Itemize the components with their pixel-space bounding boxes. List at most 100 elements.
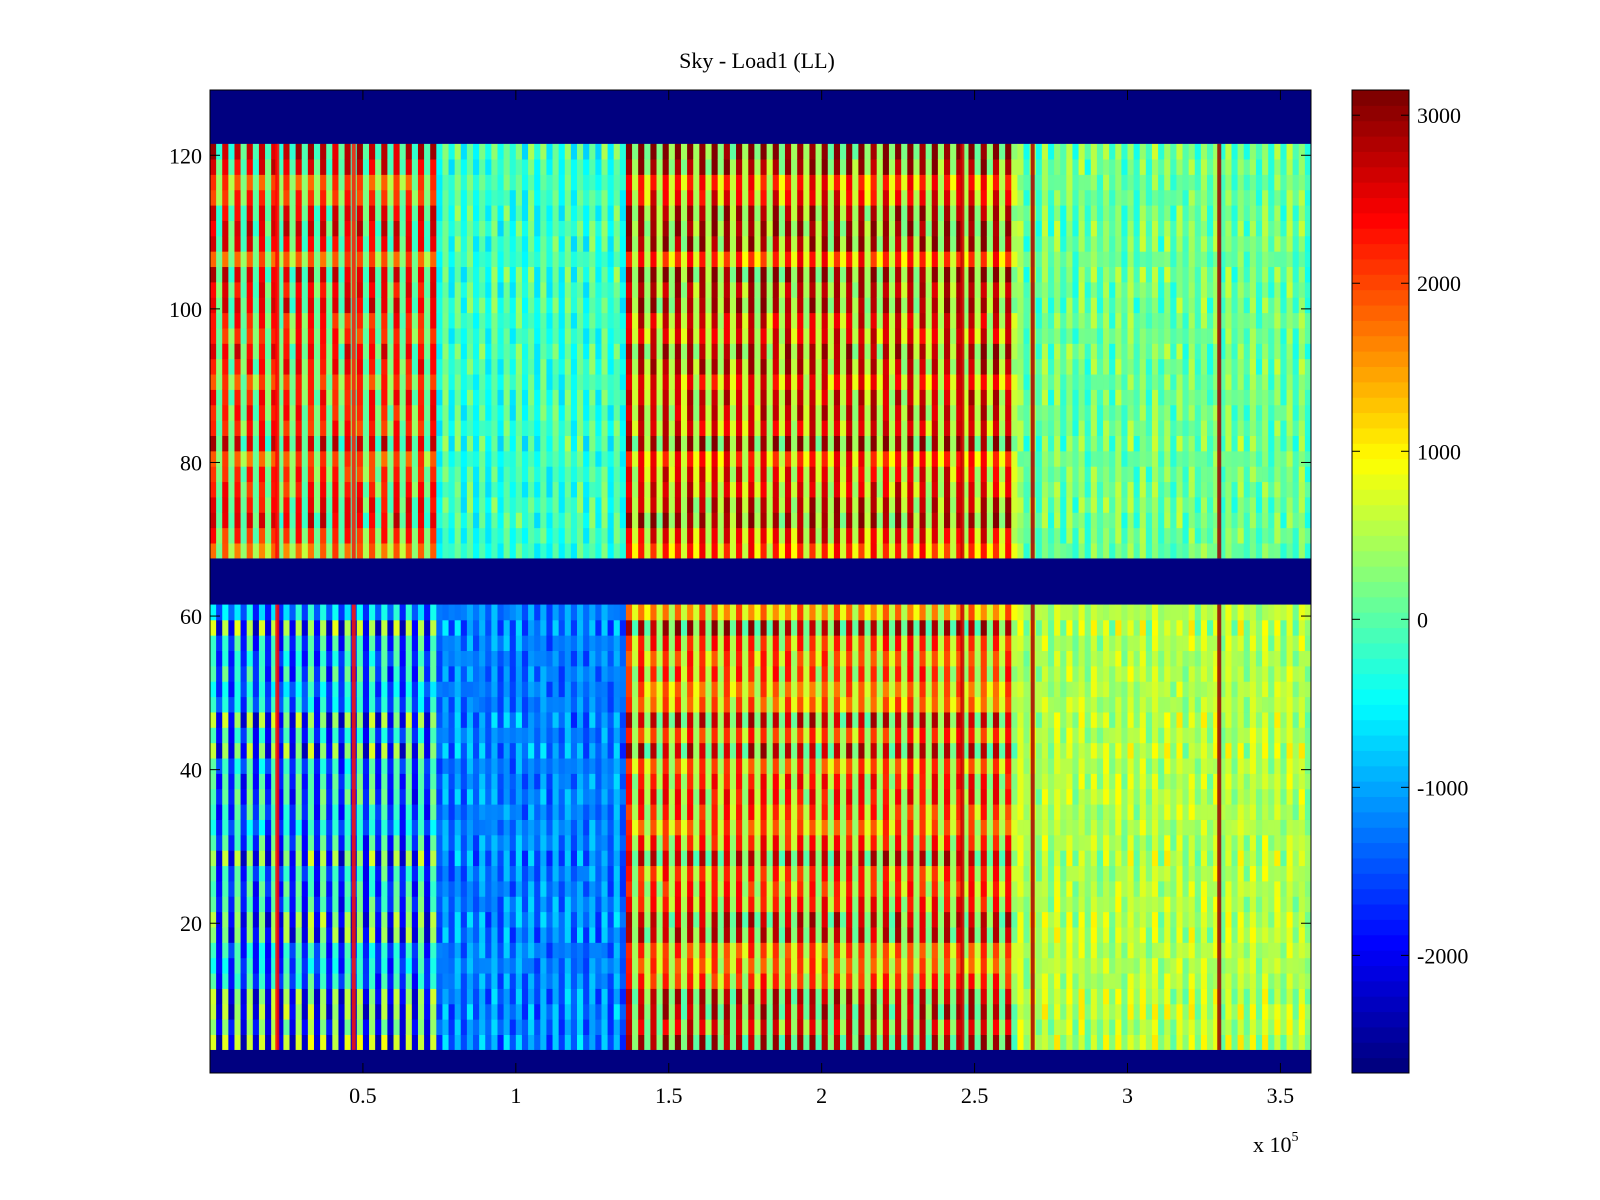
heatmap-cell [644, 619, 651, 636]
heatmap-cell [307, 1003, 315, 1020]
heatmap-cell [564, 665, 572, 682]
heatmap-cell [1237, 973, 1245, 989]
heatmap-cell [387, 896, 394, 913]
heatmap-cell [748, 619, 755, 636]
heatmap-cell [313, 619, 321, 636]
heatmap-cell [466, 773, 474, 790]
heatmap-cell [1182, 619, 1190, 636]
heatmap-cell [1041, 742, 1049, 759]
heatmap-cell [705, 712, 712, 728]
heatmap-cell [497, 988, 504, 1005]
heatmap-cell [289, 942, 297, 959]
heatmap-cell [399, 1019, 407, 1035]
heatmap-cell [797, 881, 804, 897]
heatmap-cell [1194, 650, 1202, 667]
heatmap-cell [1145, 788, 1153, 805]
heatmap-cell [411, 988, 419, 1005]
heatmap-cell [271, 957, 278, 974]
heatmap-cell [693, 942, 700, 959]
heatmap-cell [619, 604, 627, 621]
heatmap-cell [479, 819, 486, 836]
heatmap-cell [497, 804, 504, 820]
heatmap-cell [803, 927, 810, 943]
heatmap-cell [1035, 819, 1043, 836]
heatmap-cell [240, 819, 248, 836]
heatmap-cell [907, 834, 914, 851]
heatmap-cell [619, 819, 627, 836]
heatmap-cell [1109, 927, 1116, 943]
heatmap-cell [583, 1003, 590, 1020]
heatmap-cell [803, 788, 810, 805]
heatmap-cell [613, 635, 621, 652]
heatmap-cell [662, 665, 670, 682]
heatmap-cell [1084, 911, 1092, 928]
heatmap-cell [289, 957, 297, 974]
heatmap-cell [1115, 804, 1122, 820]
heatmap-cell [497, 973, 504, 989]
heatmap-cell [485, 788, 492, 805]
heatmap-cell [1090, 896, 1098, 913]
heatmap-cell [1207, 758, 1214, 774]
heatmap-cell [277, 834, 284, 851]
heatmap-cell [729, 1019, 737, 1035]
heatmap-cell [1176, 850, 1183, 867]
heatmap-cell [313, 957, 321, 974]
heatmap-cell [986, 927, 994, 943]
heatmap-cell [937, 681, 945, 698]
heatmap-cell [265, 742, 272, 759]
heatmap-cell [1219, 727, 1226, 744]
heatmap-cell [1127, 911, 1135, 928]
heatmap-cell [338, 604, 345, 621]
heatmap-cell [925, 1019, 933, 1035]
heatmap-cell [564, 1019, 572, 1035]
heatmap-cell [240, 681, 248, 698]
heatmap-cell [876, 681, 884, 698]
heatmap-cell [1047, 911, 1055, 928]
heatmap-cell [944, 865, 951, 882]
heatmap-cell [846, 773, 853, 790]
heatmap-cell [381, 681, 388, 698]
heatmap-cell [778, 696, 786, 713]
heatmap-cell [1066, 742, 1073, 759]
heatmap-cell [265, 973, 272, 989]
heatmap-cell [271, 650, 278, 667]
heatmap-cell [699, 865, 706, 882]
heatmap-cell [1164, 696, 1171, 713]
heatmap-cell [289, 927, 297, 943]
heatmap-cell [619, 773, 627, 790]
heatmap-cell [534, 927, 541, 943]
heatmap-cell [778, 804, 786, 820]
heatmap-cell [980, 681, 988, 698]
heatmap-cell [895, 712, 902, 728]
heatmap-cell [815, 988, 823, 1005]
heatmap-cell [332, 788, 339, 805]
heatmap-cell [809, 850, 816, 867]
heatmap-cell [1207, 927, 1214, 943]
heatmap-cell [668, 773, 676, 790]
heatmap-cell [901, 727, 908, 744]
heatmap-cell [632, 881, 639, 897]
heatmap-cell [589, 973, 596, 989]
heatmap-cell [833, 604, 841, 621]
heatmap-cell [1207, 773, 1214, 790]
heatmap-cell [644, 819, 651, 836]
heatmap-cell [393, 988, 401, 1005]
heatmap-cell [546, 911, 553, 928]
heatmap-cell [809, 665, 816, 682]
heatmap-cell [827, 973, 835, 989]
heatmap-cell [748, 850, 755, 867]
heatmap-cell [216, 1019, 223, 1035]
heatmap-cell [1011, 973, 1018, 989]
heatmap-cell [711, 973, 719, 989]
heatmap-cell [913, 1003, 920, 1020]
heatmap-cell [864, 1034, 871, 1051]
heatmap-cell [754, 1034, 761, 1051]
heatmap-cell [442, 619, 449, 636]
heatmap-cell [907, 635, 914, 652]
heatmap-cell [210, 1034, 217, 1051]
heatmap-cell [870, 1019, 878, 1035]
heatmap-cell [613, 957, 621, 974]
heatmap-cell [1066, 988, 1073, 1005]
heatmap-cell [1115, 850, 1122, 867]
heatmap-cell [271, 911, 278, 928]
